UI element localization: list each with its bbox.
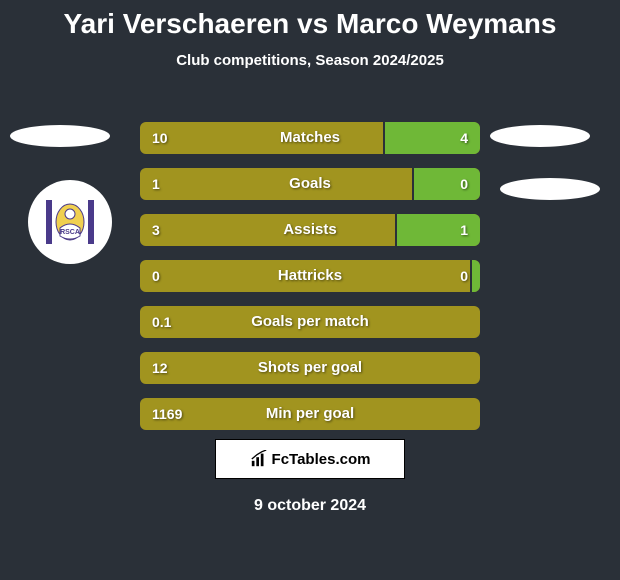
stat-label: Hattricks: [140, 260, 480, 292]
stat-row: Min per goal1169: [140, 398, 480, 430]
stat-row: Assists3 1: [140, 214, 480, 246]
stat-label: Assists: [140, 214, 480, 246]
stat-value-right: 0: [460, 168, 468, 200]
date-label: 9 october 2024: [0, 497, 620, 515]
stat-row: Hattricks0 0: [140, 260, 480, 292]
stats-chart: Matches104Goals10Assists31Hattricks00Goa…: [140, 122, 480, 444]
stat-value-left: 12: [152, 352, 168, 384]
subtitle: Club competitions, Season 2024/2025: [0, 52, 620, 69]
chart-icon: [250, 450, 268, 468]
club-left-crest: RSCA: [28, 180, 112, 264]
stat-value-left: 0: [152, 260, 160, 292]
club-right-placeholder: [500, 178, 600, 200]
stat-value-left: 10: [152, 122, 168, 154]
stat-row: Shots per goal12: [140, 352, 480, 384]
page-title: Yari Verschaeren vs Marco Weymans: [0, 0, 620, 40]
stat-row: Goals1 0: [140, 168, 480, 200]
fctables-logo: FcTables.com: [215, 439, 405, 479]
stat-label: Min per goal: [140, 398, 480, 430]
logo-text: FcTables.com: [272, 451, 371, 468]
stat-value-left: 1: [152, 168, 160, 200]
stat-value-left: 3: [152, 214, 160, 246]
stat-value-right: 0: [460, 260, 468, 292]
stat-label: Shots per goal: [140, 352, 480, 384]
stat-value-right: 1: [460, 214, 468, 246]
stat-row: Goals per match0.1: [140, 306, 480, 338]
player-left-placeholder: [10, 125, 110, 147]
stat-row: Matches10 4: [140, 122, 480, 154]
stat-label: Goals: [140, 168, 480, 200]
svg-text:RSCA: RSCA: [60, 229, 80, 236]
stat-value-left: 0.1: [152, 306, 171, 338]
anderlecht-crest-icon: RSCA: [40, 192, 100, 252]
stat-label: Goals per match: [140, 306, 480, 338]
player-right-placeholder: [490, 125, 590, 147]
stat-label: Matches: [140, 122, 480, 154]
stat-value-right: 4: [460, 122, 468, 154]
stat-value-left: 1169: [152, 398, 182, 430]
